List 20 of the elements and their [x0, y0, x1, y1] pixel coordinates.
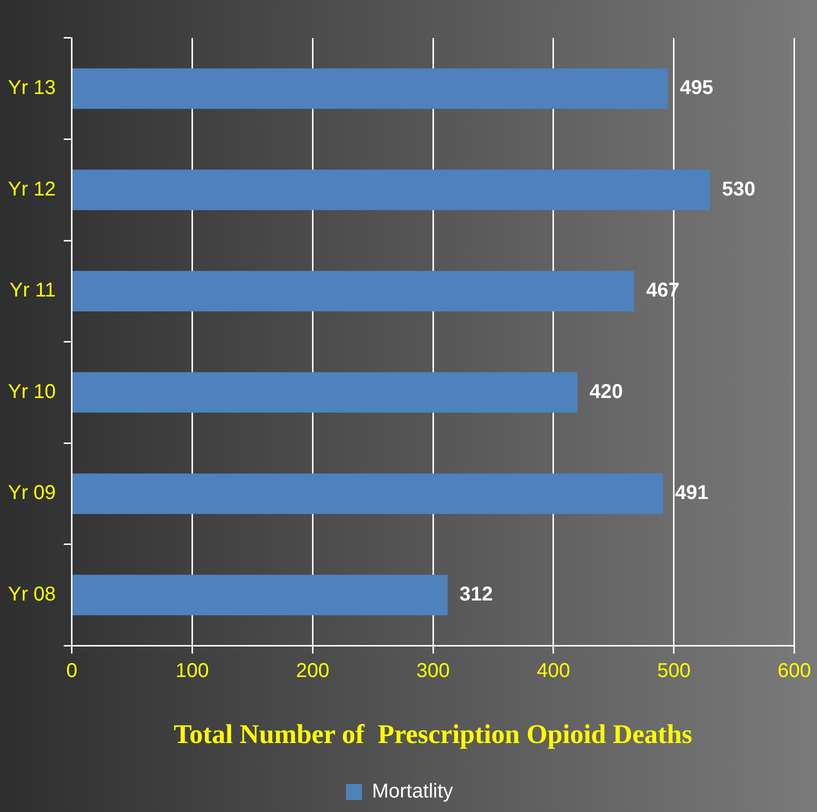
x-tick-label: 500	[657, 660, 691, 682]
x-tick-label: 200	[296, 660, 330, 682]
y-tick-label: Yr 08	[8, 583, 56, 606]
x-tick-label: 400	[536, 660, 570, 682]
y-tick-label: Yr 09	[8, 482, 56, 504]
y-tick-label: Yr 13	[8, 77, 56, 100]
legend-label: Mortatlity	[372, 780, 454, 803]
data-label: 491	[675, 482, 708, 504]
y-tick-label: Yr 11	[9, 280, 56, 302]
data-label: 312	[460, 583, 493, 606]
data-label: 420	[590, 380, 623, 403]
x-tick-label: 600	[778, 660, 812, 682]
x-tick-label: 0	[66, 660, 78, 682]
x-tick-label: 100	[176, 660, 209, 682]
x-tick-label: 300	[416, 660, 450, 682]
data-label: 530	[722, 178, 756, 200]
y-tick-label: Yr 12	[8, 178, 56, 200]
y-tick-label: Yr 10	[8, 380, 56, 403]
x-axis-title: Total Number of Prescription Opioid Deaths	[174, 718, 692, 749]
data-label: 495	[680, 77, 714, 100]
